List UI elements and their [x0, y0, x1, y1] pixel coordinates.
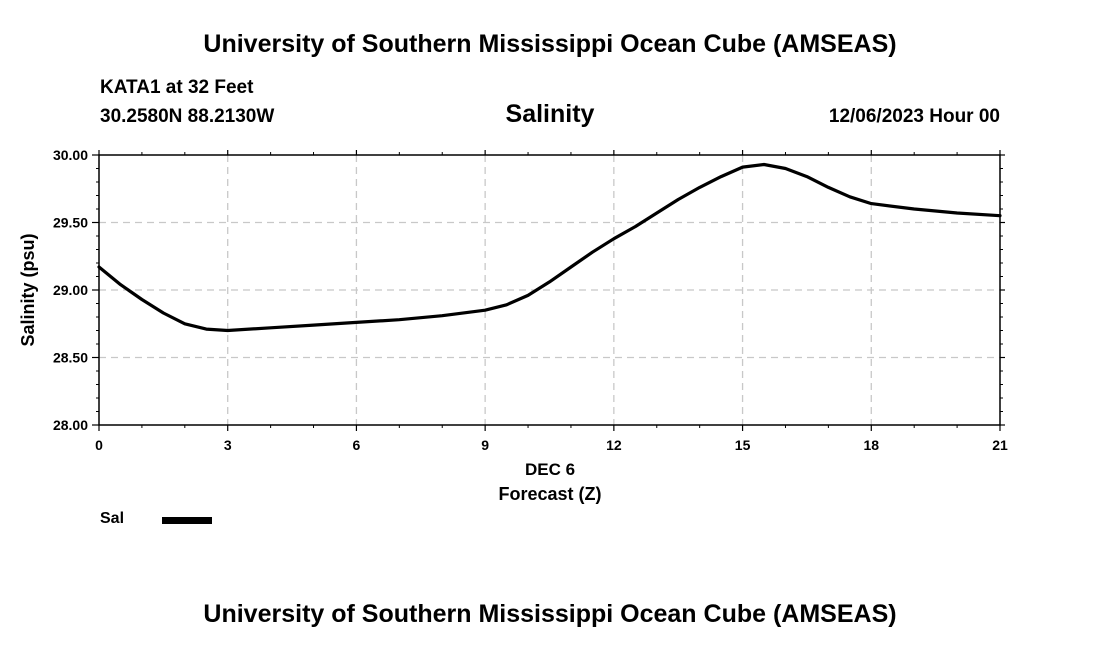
main-title: University of Southern Mississippi Ocean… — [203, 30, 897, 58]
series — [97, 162, 1002, 333]
y-tick-label: 29.50 — [53, 215, 88, 231]
plot-frame — [98, 154, 1001, 426]
x-tick-label: 3 — [224, 437, 232, 453]
x-tick-label: 15 — [735, 437, 751, 453]
legend-swatch-sal — [162, 517, 212, 524]
x-tick-label: 18 — [863, 437, 879, 453]
series-line-sal — [97, 162, 1002, 333]
station-coordinates: 30.2580N 88.2130W — [100, 106, 275, 127]
y-tick-label: 28.50 — [53, 350, 88, 366]
tick-labels: 0 3 6 9 12 15 18 21 28.00 28.50 29.00 29.50 30.00 — [53, 147, 1008, 453]
grid — [99, 155, 1000, 425]
x-axis-date-label: DEC 6 — [525, 460, 575, 479]
legend-label-sal: Sal — [100, 510, 125, 527]
footer-title: University of Southern Mississippi Ocean… — [203, 600, 897, 628]
y-tick-label: 28.00 — [53, 417, 88, 433]
station-label: KATA1 at 32 Feet — [100, 77, 254, 98]
x-tick-label: 6 — [353, 437, 361, 453]
x-tick-label: 9 — [481, 437, 489, 453]
x-tick-label: 21 — [992, 437, 1008, 453]
chart-title: Salinity — [505, 100, 595, 128]
y-tick-label: 29.00 — [53, 282, 88, 298]
y-tick-label: 30.00 — [53, 147, 88, 163]
x-axis-label: Forecast (Z) — [498, 484, 601, 504]
x-tick-label: 0 — [95, 437, 103, 453]
y-axis-label: Salinity (psu) — [18, 233, 38, 346]
x-tick-label: 12 — [606, 437, 622, 453]
forecast-timestamp: 12/06/2023 Hour 00 — [828, 106, 1000, 127]
